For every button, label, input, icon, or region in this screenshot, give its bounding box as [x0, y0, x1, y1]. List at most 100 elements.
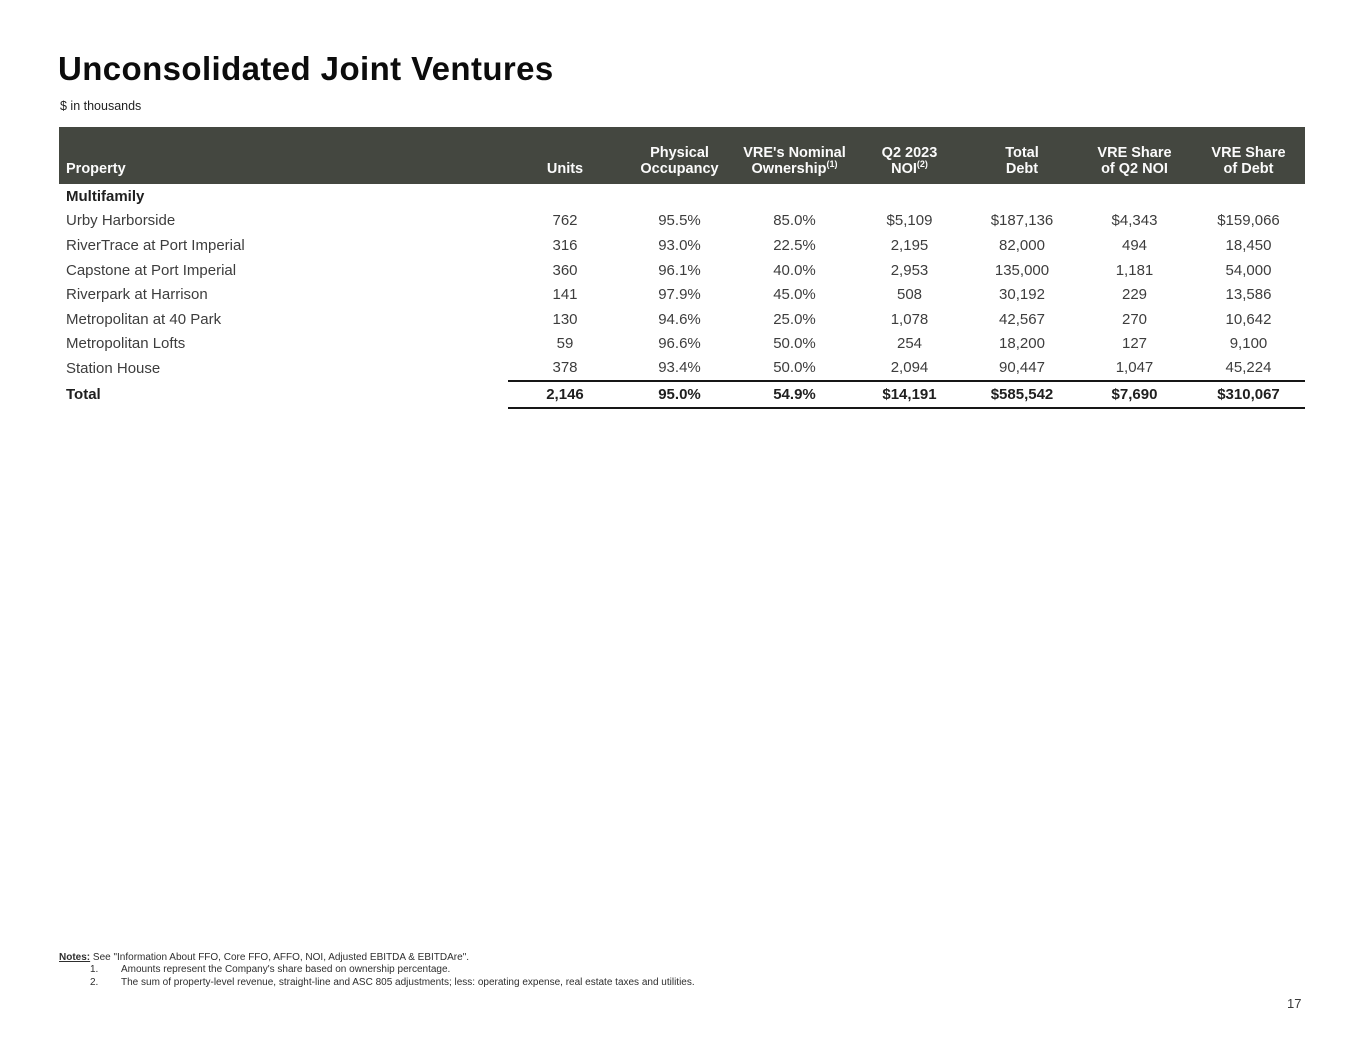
units-value: 141 [552, 286, 578, 304]
vre-noi-value: 127 [1121, 335, 1148, 353]
total-occupancy: 95.0% [622, 379, 737, 409]
vre-debt-value: 45,224 [1225, 359, 1272, 377]
section-label: Multifamily [66, 187, 145, 205]
noi-value: 1,078 [890, 310, 929, 328]
table-row: Station House 378 93.4% 50.0% 2,094 90,4… [59, 356, 1305, 381]
vre-noi-value: $4,343 [1111, 212, 1158, 230]
debt-value: 30,192 [999, 286, 1045, 304]
ownership-value: 85.0% [773, 212, 816, 230]
ownership-value: 50.0% [773, 335, 816, 353]
occupancy-value: 96.6% [658, 335, 701, 353]
footnote-label: Notes: [59, 952, 91, 963]
ownership-value: 50.0% [773, 359, 816, 377]
footnote-ref-1: (1) [826, 159, 838, 170]
vre-debt-value: 18,450 [1225, 236, 1272, 254]
units-value: 360 [552, 261, 578, 279]
footnote-number: 2. [90, 976, 99, 988]
debt-value: 18,200 [999, 335, 1045, 353]
footnote-text: The sum of property-level revenue, strai… [121, 976, 695, 988]
noi-value: 2,953 [890, 261, 929, 279]
total-vre-noi: $7,690 [1077, 379, 1192, 409]
occupancy-value: 94.6% [658, 310, 701, 328]
table-row: Metropolitan at 40 Park 130 94.6% 25.0% … [59, 307, 1305, 332]
vre-noi-value: 494 [1121, 236, 1148, 254]
property-name: Metropolitan Lofts [66, 335, 186, 353]
table-row: Capstone at Port Imperial 360 96.1% 40.0… [59, 258, 1305, 283]
noi-value: 254 [896, 335, 923, 353]
vre-debt-value: 10,642 [1225, 310, 1272, 328]
vre-debt-value: 13,586 [1225, 286, 1272, 304]
debt-value: 82,000 [999, 236, 1045, 254]
noi-value: 2,195 [890, 236, 929, 254]
total-noi: $14,191 [852, 379, 967, 409]
footnote-ref-2: (2) [916, 159, 928, 170]
table-row: Metropolitan Lofts 59 96.6% 50.0% 254 18… [59, 332, 1305, 357]
footnote-number: 1. [90, 964, 99, 976]
units-value: 130 [552, 310, 578, 328]
section-row-multifamily: Multifamily [59, 184, 1305, 209]
col-header-physical-occupancy: Physical Occupancy [622, 127, 737, 184]
col-header-vre-share-q2-noi: VRE Share of Q2 NOI [1077, 127, 1192, 184]
debt-value: 90,447 [999, 359, 1045, 377]
col-header-vre-share-debt: VRE Share of Debt [1192, 127, 1305, 184]
property-name: Capstone at Port Imperial [66, 261, 237, 279]
total-row: Total 2,146 95.0% 54.9% $14,191 $585,542… [59, 379, 1305, 409]
ownership-value: 40.0% [773, 261, 816, 279]
property-name: Metropolitan at 40 Park [66, 310, 222, 328]
footnote-text: Amounts represent the Company's share ba… [121, 964, 451, 976]
col-header-property: Property [59, 127, 508, 184]
units-value: 316 [552, 236, 578, 254]
col-header-total-debt: Total Debt [967, 127, 1077, 184]
footnote-intro: See "Information About FFO, Core FFO, AF… [92, 952, 470, 963]
occupancy-value: 93.4% [658, 359, 701, 377]
vre-noi-value: 1,181 [1115, 261, 1154, 279]
table-row: Riverpark at Harrison 141 97.9% 45.0% 50… [59, 282, 1305, 307]
col-header-units: Units [508, 127, 622, 184]
property-name: Station House [66, 359, 161, 377]
total-units: 2,146 [508, 379, 622, 409]
table-row: Urby Harborside 762 95.5% 85.0% $5,109 $… [59, 209, 1305, 234]
noi-value: 2,094 [890, 359, 929, 377]
page-title: Unconsolidated Joint Ventures [58, 50, 554, 87]
ownership-value: 45.0% [773, 286, 816, 304]
vre-noi-value: 229 [1121, 286, 1148, 304]
total-label: Total [66, 385, 101, 403]
units-value: 378 [552, 359, 578, 377]
col-header-vre-nominal-ownership: VRE's Nominal Ownership(1) [737, 127, 852, 184]
property-name: RiverTrace at Port Imperial [66, 236, 245, 254]
occupancy-value: 96.1% [658, 261, 701, 279]
vre-noi-value: 270 [1121, 310, 1148, 328]
table-row: RiverTrace at Port Imperial 316 93.0% 22… [59, 233, 1305, 258]
footnote-intro-line: Notes: See "Information About FFO, Core … [59, 952, 695, 964]
debt-value: 42,567 [999, 310, 1045, 328]
debt-value: 135,000 [994, 261, 1050, 279]
units-value: 59 [556, 335, 574, 353]
table-header-row: Property Units Physical Occupancy VRE's … [59, 127, 1305, 184]
footnotes: Notes: See "Information About FFO, Core … [59, 952, 695, 989]
total-vre-debt: $310,067 [1192, 379, 1305, 409]
ownership-value: 25.0% [773, 310, 816, 328]
vre-noi-value: 1,047 [1115, 359, 1154, 377]
total-debt: $585,542 [967, 379, 1077, 409]
units-value: 762 [552, 212, 578, 230]
occupancy-value: 97.9% [658, 286, 701, 304]
property-name: Riverpark at Harrison [66, 286, 208, 304]
page-number: 17 [1287, 996, 1302, 1011]
footnote-item: 2. The sum of property-level revenue, st… [59, 977, 695, 989]
noi-value: $5,109 [886, 212, 933, 230]
vre-debt-value: $159,066 [1217, 212, 1280, 230]
occupancy-value: 95.5% [658, 212, 701, 230]
property-name: Urby Harborside [66, 212, 176, 230]
footnote-item: 1. Amounts represent the Company's share… [59, 964, 695, 976]
ownership-value: 22.5% [773, 236, 816, 254]
debt-value: $187,136 [990, 212, 1054, 230]
vre-debt-value: 54,000 [1225, 261, 1272, 279]
occupancy-value: 93.0% [658, 236, 701, 254]
total-ownership: 54.9% [737, 379, 852, 409]
joint-ventures-table: Property Units Physical Occupancy VRE's … [59, 127, 1305, 409]
noi-value: 508 [896, 286, 923, 304]
col-header-q2-2023-noi: Q2 2023 NOI(2) [852, 127, 967, 184]
vre-debt-value: 9,100 [1229, 335, 1268, 353]
page-subtitle: $ in thousands [60, 99, 142, 113]
